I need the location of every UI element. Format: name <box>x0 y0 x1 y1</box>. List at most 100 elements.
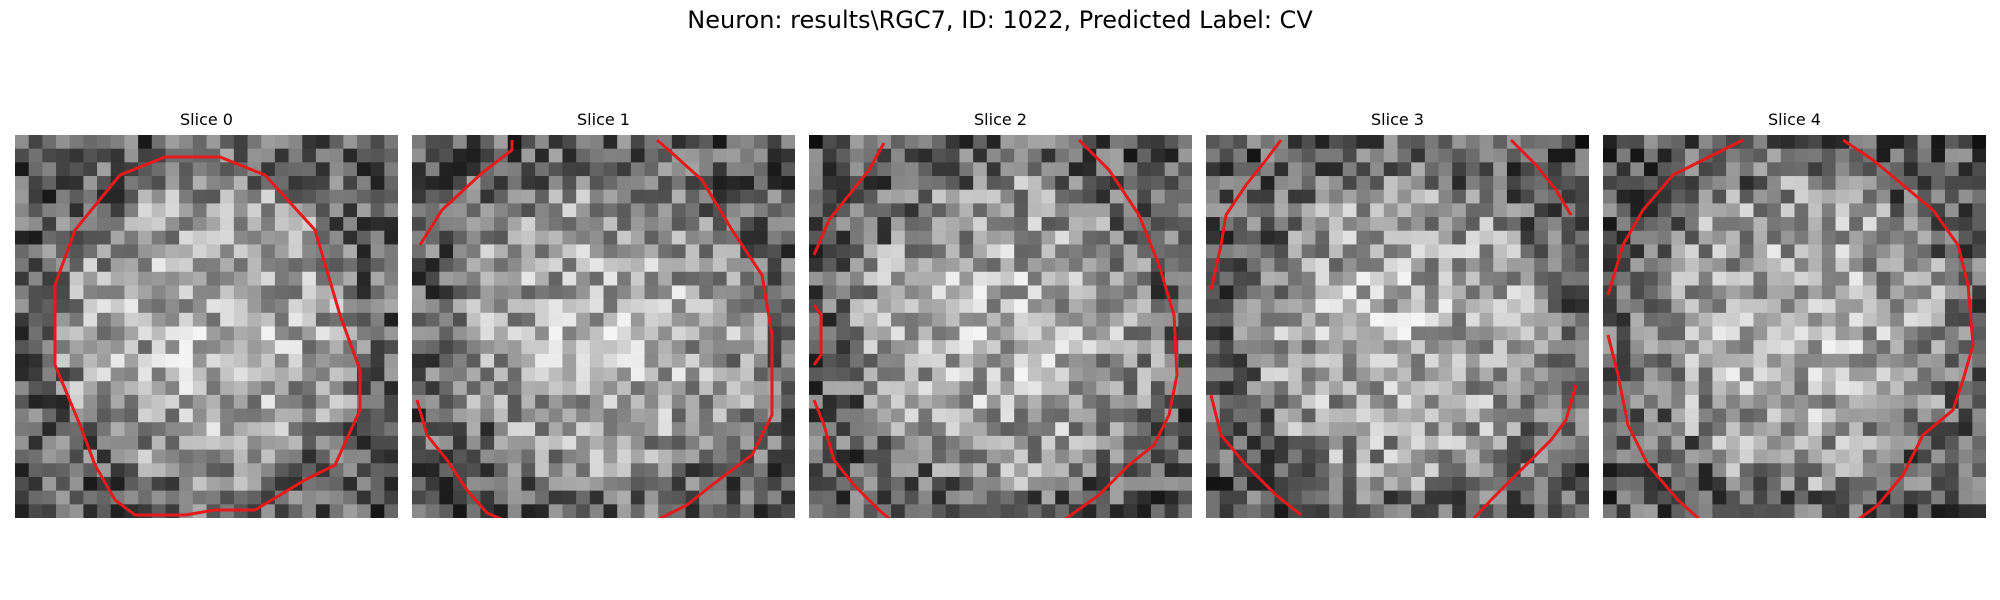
pixel <box>1521 272 1535 286</box>
pixel <box>1575 176 1589 190</box>
pixel <box>1356 313 1370 327</box>
pixel <box>316 422 330 436</box>
pixel <box>1945 327 1959 341</box>
pixel <box>699 354 713 368</box>
pixel <box>1274 436 1288 450</box>
pixel <box>371 149 385 163</box>
pixel <box>138 477 152 491</box>
pixel <box>959 149 973 163</box>
pixel <box>494 491 508 505</box>
pixel <box>576 190 590 204</box>
pixel <box>1685 217 1699 231</box>
pixel <box>1398 368 1412 382</box>
pixel <box>781 409 795 423</box>
pixel <box>727 368 741 382</box>
pixel <box>946 190 960 204</box>
pixel <box>617 395 631 409</box>
pixel <box>754 477 768 491</box>
pixel <box>1083 409 1097 423</box>
pixel <box>357 244 371 258</box>
pixel <box>918 463 932 477</box>
pixel <box>932 190 946 204</box>
pixel <box>1795 395 1809 409</box>
pixel <box>713 285 727 299</box>
pixel <box>877 477 891 491</box>
pixel <box>836 327 850 341</box>
pixel <box>1781 463 1795 477</box>
pixel <box>658 463 672 477</box>
pixel <box>1001 381 1015 395</box>
pixel <box>1644 327 1658 341</box>
pixel <box>1753 327 1767 341</box>
pixel <box>124 190 138 204</box>
pixel <box>1247 135 1261 149</box>
pixel <box>1261 313 1275 327</box>
pixel <box>467 422 481 436</box>
pixel <box>124 244 138 258</box>
pixel <box>1795 231 1809 245</box>
pixel <box>754 450 768 464</box>
pixel <box>1795 327 1809 341</box>
pixel <box>1398 477 1412 491</box>
pixel <box>672 491 686 505</box>
pixel <box>836 217 850 231</box>
pixel <box>1233 313 1247 327</box>
pixel <box>1699 272 1713 286</box>
pixel <box>1808 381 1822 395</box>
pixel <box>1699 203 1713 217</box>
pixel <box>508 381 522 395</box>
pixel <box>877 422 891 436</box>
pixel <box>302 409 316 423</box>
pixel <box>207 217 221 231</box>
pixel <box>330 504 344 518</box>
pixel <box>343 203 357 217</box>
pixel <box>1644 504 1658 518</box>
pixel <box>1356 327 1370 341</box>
pixel <box>727 340 741 354</box>
pixel <box>1644 491 1658 505</box>
pixel <box>1398 327 1412 341</box>
pixel <box>1712 395 1726 409</box>
pixel <box>384 436 398 450</box>
pixel <box>453 231 467 245</box>
pixel <box>1740 313 1754 327</box>
pixel <box>713 504 727 518</box>
pixel <box>1480 272 1494 286</box>
pixel <box>1617 203 1631 217</box>
pixel <box>480 395 494 409</box>
pixel <box>1521 162 1535 176</box>
pixel <box>1521 395 1535 409</box>
pixel <box>1329 272 1343 286</box>
pixel <box>1411 244 1425 258</box>
pixel <box>70 258 84 272</box>
pixel <box>1110 327 1124 341</box>
pixel <box>590 313 604 327</box>
pixel <box>1822 272 1836 286</box>
pixel <box>207 272 221 286</box>
pixel <box>1356 463 1370 477</box>
pixel <box>1452 436 1466 450</box>
pixel <box>1890 422 1904 436</box>
pixel <box>1972 231 1986 245</box>
pixel <box>179 203 193 217</box>
pixel <box>1904 258 1918 272</box>
pixel <box>1630 231 1644 245</box>
pixel <box>1836 463 1850 477</box>
pixel <box>1781 436 1795 450</box>
pixel <box>480 450 494 464</box>
pixel <box>768 258 782 272</box>
pixel <box>973 176 987 190</box>
pixel <box>836 285 850 299</box>
pixel <box>1548 463 1562 477</box>
pixel <box>1890 299 1904 313</box>
pixel <box>645 477 659 491</box>
pixel <box>1356 504 1370 518</box>
pixel <box>850 409 864 423</box>
pixel <box>836 231 850 245</box>
pixel <box>1384 395 1398 409</box>
pixel <box>439 340 453 354</box>
pixel <box>83 149 97 163</box>
pixel <box>494 299 508 313</box>
pixel <box>987 258 1001 272</box>
pixel <box>1329 395 1343 409</box>
